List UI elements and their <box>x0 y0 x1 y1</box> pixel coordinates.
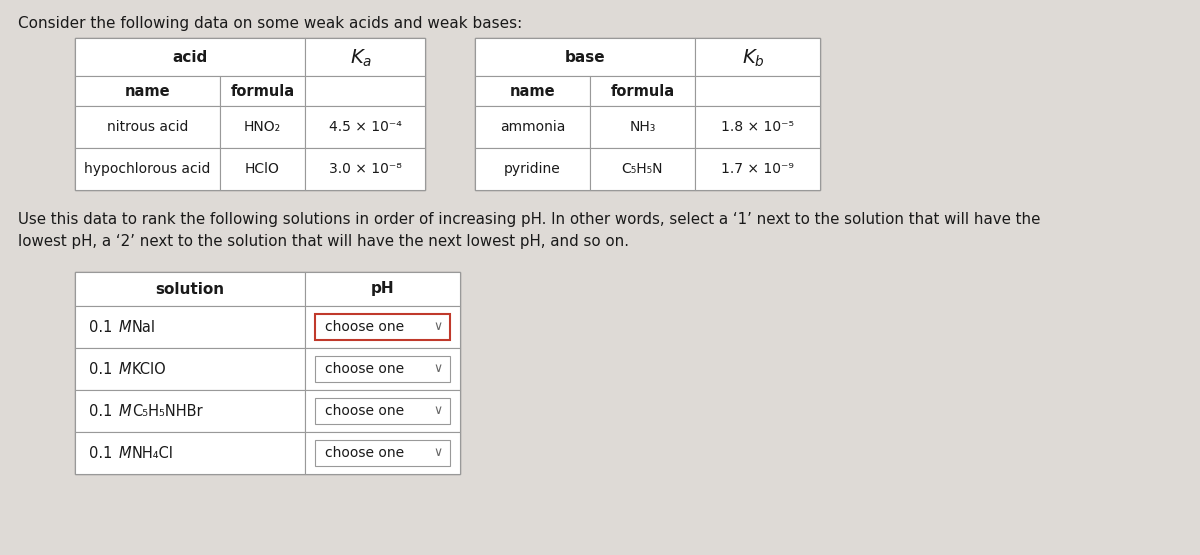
Bar <box>220 106 305 148</box>
Text: base: base <box>565 49 605 64</box>
Text: C₅H₅N: C₅H₅N <box>622 162 664 176</box>
Bar <box>305 272 460 306</box>
Text: choose one: choose one <box>325 320 404 334</box>
Text: C₅H₅NHBr: C₅H₅NHBr <box>132 403 203 418</box>
Text: M: M <box>119 446 132 461</box>
Text: M: M <box>119 361 132 376</box>
Bar <box>314 314 450 340</box>
Bar <box>220 148 305 190</box>
Text: M: M <box>119 403 132 418</box>
Text: solution: solution <box>156 281 224 296</box>
Text: 0.1: 0.1 <box>89 403 118 418</box>
Bar <box>305 306 460 348</box>
Bar <box>74 38 305 76</box>
Bar <box>305 148 425 190</box>
Text: ∨: ∨ <box>433 320 443 334</box>
Text: Use this data to rank the following solutions in order of increasing pH. In othe: Use this data to rank the following solu… <box>18 212 1040 227</box>
Bar <box>314 440 450 466</box>
Bar <box>475 76 590 106</box>
Text: ∨: ∨ <box>433 362 443 376</box>
Bar <box>314 356 450 382</box>
Bar <box>305 76 425 106</box>
Text: choose one: choose one <box>325 404 404 418</box>
Text: lowest pH, a ‘2’ next to the solution that will have the next lowest pH, and so : lowest pH, a ‘2’ next to the solution th… <box>18 234 629 249</box>
Bar <box>305 38 425 76</box>
Text: NH₄Cl: NH₄Cl <box>132 446 174 461</box>
Bar <box>590 76 695 106</box>
Bar <box>220 76 305 106</box>
Bar <box>695 148 820 190</box>
Bar <box>74 348 305 390</box>
Text: ammonia: ammonia <box>500 120 565 134</box>
Bar <box>475 148 590 190</box>
Text: 3.0 × 10⁻⁸: 3.0 × 10⁻⁸ <box>329 162 402 176</box>
Bar <box>74 432 305 474</box>
Text: $K_b$: $K_b$ <box>742 47 764 69</box>
Text: ∨: ∨ <box>433 405 443 417</box>
Bar <box>305 432 460 474</box>
Text: 1.7 × 10⁻⁹: 1.7 × 10⁻⁹ <box>721 162 794 176</box>
Text: formula: formula <box>611 83 674 98</box>
Bar <box>695 38 820 76</box>
Text: acid: acid <box>173 49 208 64</box>
Bar <box>74 306 305 348</box>
Bar <box>74 106 220 148</box>
Text: choose one: choose one <box>325 446 404 460</box>
Bar <box>475 38 695 76</box>
Text: ∨: ∨ <box>433 447 443 460</box>
Text: $K_a$: $K_a$ <box>350 47 372 69</box>
Bar <box>695 76 820 106</box>
Text: NH₃: NH₃ <box>629 120 655 134</box>
Bar <box>74 390 305 432</box>
Bar <box>590 106 695 148</box>
Text: pyridine: pyridine <box>504 162 560 176</box>
Text: HNO₂: HNO₂ <box>244 120 281 134</box>
Text: HClO: HClO <box>245 162 280 176</box>
Text: 0.1: 0.1 <box>89 446 118 461</box>
Text: nitrous acid: nitrous acid <box>107 120 188 134</box>
Text: NaI: NaI <box>132 320 156 335</box>
Text: formula: formula <box>230 83 294 98</box>
Bar <box>74 76 220 106</box>
Bar <box>314 398 450 424</box>
Bar <box>74 38 425 190</box>
Bar <box>695 106 820 148</box>
Text: name: name <box>510 83 556 98</box>
Text: 0.1: 0.1 <box>89 361 118 376</box>
Bar <box>590 148 695 190</box>
Bar <box>305 390 460 432</box>
Bar <box>475 106 590 148</box>
Text: 4.5 × 10⁻⁴: 4.5 × 10⁻⁴ <box>329 120 402 134</box>
Text: KClO: KClO <box>132 361 167 376</box>
Bar <box>74 148 220 190</box>
Text: 1.8 × 10⁻⁵: 1.8 × 10⁻⁵ <box>721 120 794 134</box>
Bar <box>305 106 425 148</box>
Bar <box>74 272 305 306</box>
Bar <box>305 348 460 390</box>
Text: M: M <box>119 320 132 335</box>
Text: hypochlorous acid: hypochlorous acid <box>84 162 211 176</box>
Bar <box>475 38 820 190</box>
Text: Consider the following data on some weak acids and weak bases:: Consider the following data on some weak… <box>18 16 522 31</box>
Text: 0.1: 0.1 <box>89 320 118 335</box>
Text: choose one: choose one <box>325 362 404 376</box>
Bar <box>74 272 460 474</box>
Text: pH: pH <box>371 281 395 296</box>
Text: name: name <box>125 83 170 98</box>
